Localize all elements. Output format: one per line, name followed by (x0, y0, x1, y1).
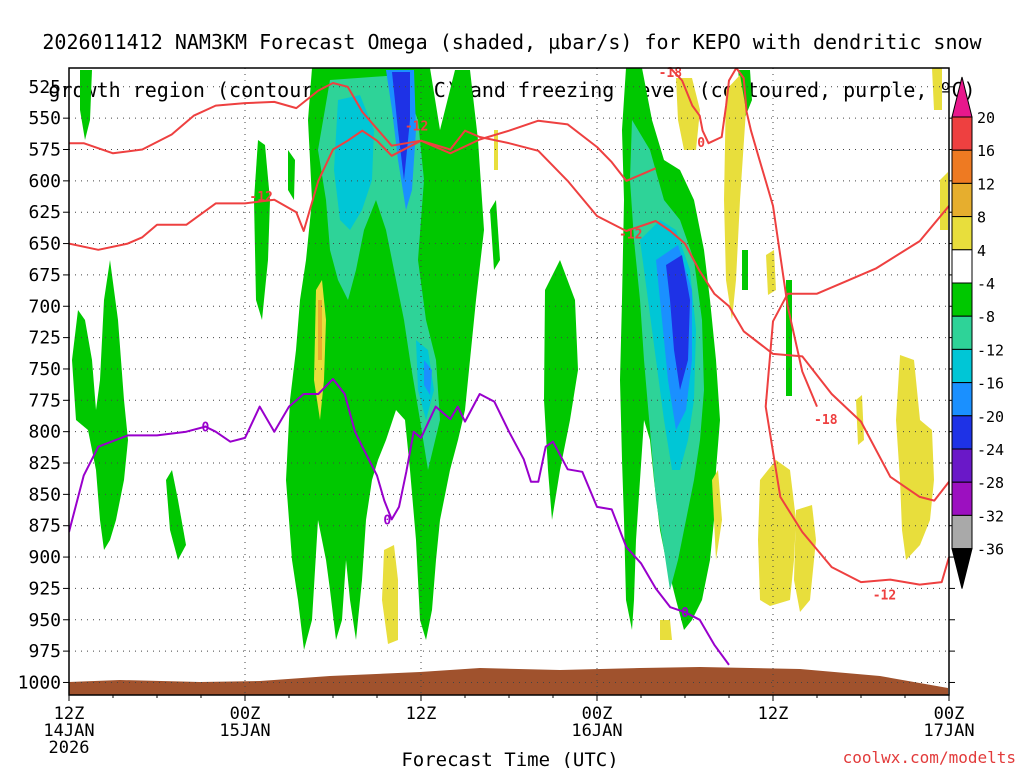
colorbar-label: 4 (977, 242, 986, 260)
time-tick-label: 14JAN (43, 721, 94, 741)
colorbar-bin (951, 182, 973, 218)
colorbar-label: -20 (977, 408, 1004, 426)
time-tick-label: 17JAN (923, 721, 974, 741)
source-url: coolwx.com/modelts (842, 748, 1016, 767)
colorbar-label: -4 (977, 275, 995, 293)
pressure-tick-label: 625 (28, 202, 61, 223)
contour-label: -12 (873, 589, 896, 604)
time-tick-label: 12Z (406, 704, 437, 724)
pressure-tick-label: 575 (28, 140, 61, 161)
contour-label: -18 (659, 66, 683, 81)
colorbar-bin (951, 315, 973, 350)
contour-line (764, 205, 949, 586)
contour-label: -18 (814, 413, 838, 428)
terrain (69, 667, 948, 695)
contour-line (69, 82, 657, 182)
x-axis-label: Forecast Time (UTC) (401, 749, 618, 768)
colorbar-bottom-arrow (951, 548, 973, 589)
colorbar-top-arrow (951, 76, 973, 118)
time-tick-label: 12Z (54, 704, 85, 724)
colorbar-bin (951, 149, 973, 184)
pressure-tick-label: 925 (28, 578, 61, 599)
colorbar-bin (951, 348, 973, 384)
plot-frame (68, 67, 950, 696)
pressure-tick-label: 800 (28, 422, 61, 443)
colorbar-label: -24 (977, 441, 1004, 459)
colorbar-label: -28 (977, 474, 1004, 492)
time-tick-label: 00Z (230, 704, 261, 724)
time-tick-label: 12Z (758, 704, 789, 724)
colorbar-label: 16 (977, 142, 995, 160)
colorbar-label: -12 (977, 341, 1004, 359)
colorbar-bin (951, 481, 973, 516)
chart-title: 2026011412 NAM3KM Forecast Omega (shaded… (0, 6, 1024, 102)
colorbar-bin (951, 216, 973, 251)
contour-line (669, 68, 818, 407)
time-tick-label: 00Z (582, 704, 613, 724)
grid-lines (68, 68, 950, 695)
pressure-tick-label: 675 (28, 265, 61, 286)
omega-shading (72, 68, 948, 650)
contours (69, 68, 949, 666)
contour-label: 0 (681, 606, 689, 621)
contour-label: 0 (697, 136, 705, 151)
pressure-tick-label: 950 (28, 610, 61, 631)
contour-label: 0 (383, 513, 391, 528)
colorbar-label: 12 (977, 175, 995, 193)
pressure-tick-label: 750 (28, 359, 61, 380)
pressure-tick-label: 1000 (18, 672, 61, 693)
pressure-tick-label: 775 (28, 390, 61, 411)
pressure-tick-label: 550 (28, 108, 61, 129)
contour-label: -12 (619, 228, 642, 243)
colorbar-bin (951, 282, 973, 317)
title-line-1: 2026011412 NAM3KM Forecast Omega (shaded… (42, 30, 982, 54)
pressure-tick-label: 900 (28, 547, 61, 568)
colorbar-label: -36 (977, 541, 1004, 559)
contour-line (69, 378, 730, 666)
contour-label: 0 (201, 421, 209, 436)
pressure-tick-label: 525 (28, 77, 61, 98)
colorbar-label: 20 (977, 109, 995, 127)
colorbar-bin (951, 249, 973, 284)
contour-label: -12 (249, 190, 272, 205)
time-tick-label: 2026 (49, 738, 90, 758)
colorbar-label: -16 (977, 375, 1004, 393)
pressure-tick-label: 850 (28, 484, 61, 505)
pressure-tick-label: 875 (28, 516, 61, 537)
colorbar: 20 16 12 8 4 -4 -8 -12 -16 -20 -24 -28 -32 -36 (951, 76, 1004, 589)
colorbar-bin (951, 448, 973, 483)
pressure-tick-label: 725 (28, 328, 61, 349)
contour-line (69, 129, 949, 502)
time-tick-label: 00Z (934, 704, 965, 724)
time-tick-label: 16JAN (571, 721, 622, 741)
colorbar-bin (951, 116, 973, 151)
colorbar-bin (951, 514, 973, 550)
colorbar-label: -32 (977, 507, 1004, 525)
pressure-tick-label: 975 (28, 641, 61, 662)
pressure-tick-label: 650 (28, 234, 61, 255)
pressure-axis: 525 550 575 600 625 650 675 700 725 750 775 800 825 8… (18, 77, 955, 693)
colorbar-label: -8 (977, 308, 995, 326)
colorbar-bin (951, 415, 973, 450)
colorbar-label: 8 (977, 209, 986, 227)
contour-label: -12 (405, 120, 428, 135)
pressure-tick-label: 600 (28, 171, 61, 192)
time-tick-label: 15JAN (219, 721, 270, 741)
pressure-tick-label: 700 (28, 296, 61, 317)
pressure-tick-label: 825 (28, 453, 61, 474)
contour-labels: -12 -12 -12 -12 -18 -18 0 0 0 0 (201, 66, 896, 621)
colorbar-bin (951, 382, 973, 417)
